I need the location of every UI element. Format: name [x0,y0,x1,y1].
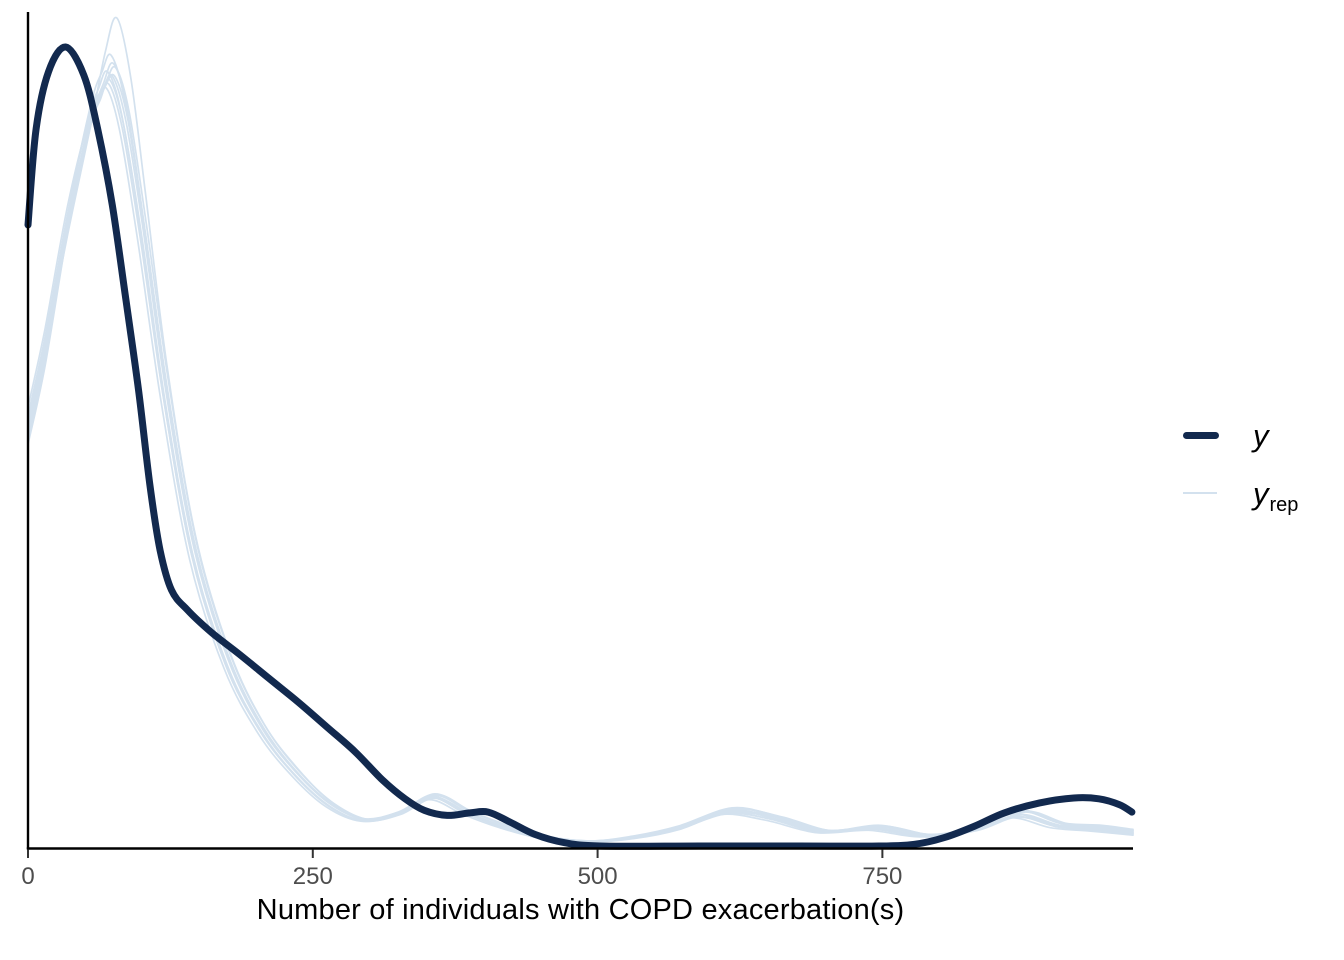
yrep-density-curve [27,61,1134,843]
yrep-density-curve [27,65,1134,842]
x-axis-title: Number of individuals with COPD exacerba… [256,894,905,926]
yrep-density-curves [27,16,1134,844]
yrep-density-curve [27,53,1134,843]
legend-key-wrap [1183,431,1223,439]
x-axis-tick-label: 750 [862,863,902,890]
legend-label-y: y [1253,420,1269,451]
legend-label-yrep-sub: rep [1269,493,1299,516]
x-axis-tick-label: 500 [578,863,618,890]
legend-key-yrep-line [1183,492,1217,494]
legend-label-yrep-text: y [1253,475,1269,511]
yrep-density-curve [27,78,1134,843]
x-axis-tick-label: 250 [293,863,333,890]
yrep-density-curve [27,73,1134,842]
x-axis-ticks [27,849,884,858]
legend-key-wrap [1183,492,1223,494]
legend-label-y-text: y [1253,417,1269,453]
yrep-density-curve [27,86,1134,844]
y-density-curve [24,43,1136,850]
yrep-density-curve [27,16,1134,842]
legend: y yrep [1183,410,1298,518]
yrep-density-curve [27,70,1134,843]
legend-label-yrep: yrep [1253,475,1298,515]
x-axis-tick-label: 0 [21,863,34,890]
y-density-curve-group [24,43,1136,850]
legend-key-y-line [1183,431,1219,439]
legend-item-yrep: yrep [1183,468,1298,518]
yrep-density-curve [27,73,1134,842]
yrep-density-curve [27,82,1134,843]
legend-item-y: y [1183,410,1297,460]
x-axis-tick-labels: 0 250 500 750 [21,863,902,890]
